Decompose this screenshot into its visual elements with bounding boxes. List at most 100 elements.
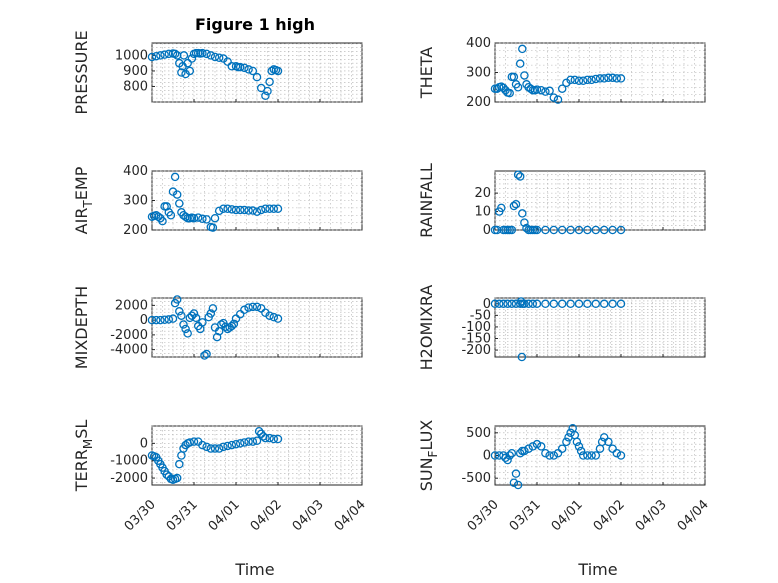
data-point [162, 202, 171, 211]
data-point [574, 225, 584, 235]
data-point [156, 51, 165, 60]
data-point [536, 85, 546, 95]
data-point [511, 199, 521, 209]
data-point [244, 65, 253, 74]
y-tick-label: 1000 [115, 48, 148, 63]
data-point [273, 434, 283, 444]
data-point [175, 459, 184, 469]
data-point [227, 62, 237, 71]
data-point [198, 214, 207, 224]
y-tick-label: 200 [123, 223, 148, 238]
data-point [507, 448, 517, 458]
data-point [240, 63, 249, 73]
data-point [553, 448, 563, 458]
y-tick-label: 500 [466, 426, 491, 441]
x-tick-label: 03/31 [164, 497, 201, 534]
data-point [273, 204, 283, 214]
x-tick-label: 04/03 [290, 497, 327, 534]
data-point [198, 48, 207, 58]
data-point [549, 451, 559, 460]
data-point [578, 451, 588, 460]
data-point [490, 299, 500, 309]
data-point [187, 311, 197, 320]
data-point [273, 314, 283, 323]
data-point [591, 299, 601, 309]
data-point [597, 437, 607, 447]
data-point [217, 320, 226, 329]
y-axis-label: RAINFALL [417, 163, 436, 238]
data-point [557, 84, 567, 93]
subplot-h2omixra: -200-150-100-500 H2OMIXRA [417, 285, 706, 370]
data-point [202, 49, 211, 59]
data-point [244, 437, 253, 446]
data-point [518, 209, 527, 218]
data-point [189, 213, 199, 223]
data-point [263, 86, 272, 96]
x-tick-label: 03/30 [465, 497, 502, 534]
y-tick-label: 0 [483, 297, 491, 312]
data-point [254, 426, 264, 436]
data-point [231, 314, 241, 323]
data-point [156, 315, 165, 325]
data-point [177, 68, 186, 77]
data-point [507, 225, 517, 235]
data-point [175, 199, 184, 208]
y-tick-label: -100 [461, 320, 491, 335]
data-point [189, 309, 199, 318]
data-point [515, 448, 525, 458]
data-point [616, 225, 626, 235]
data-point [160, 50, 169, 59]
data-point [513, 480, 523, 490]
y-tick-label: 2000 [115, 298, 148, 313]
data-point [507, 299, 517, 309]
data-point [599, 74, 609, 83]
y-axis-label: SUNFLUX [417, 420, 440, 492]
y-axis-label: THETA [417, 47, 436, 99]
data-point [526, 84, 535, 93]
data-point [166, 210, 176, 220]
data-point [172, 190, 182, 199]
data-point [524, 299, 533, 309]
data-point [175, 307, 184, 316]
data-point [202, 442, 211, 452]
y-tick-label: 400 [123, 164, 148, 179]
data-point [185, 313, 195, 323]
data-point [200, 351, 209, 360]
data-point [532, 225, 542, 235]
data-point [210, 213, 220, 223]
subplot-theta: 200 300 400 THETA [417, 36, 706, 110]
data-point [170, 172, 180, 182]
data-point [604, 437, 613, 447]
data-point [566, 428, 575, 438]
data-point [189, 437, 199, 446]
data-point [513, 170, 523, 179]
x-tick-label: 04/04 [675, 497, 712, 534]
data-point [549, 225, 559, 235]
data-point [158, 216, 167, 226]
data-point [583, 225, 592, 235]
data-point [240, 205, 249, 215]
data-point [528, 442, 538, 451]
data-point [599, 225, 609, 235]
data-point [231, 439, 241, 449]
data-point [147, 52, 157, 62]
y-tick-label: 0 [140, 436, 148, 451]
data-point [499, 83, 508, 93]
data-point [198, 318, 207, 327]
data-point [202, 215, 211, 224]
data-point [599, 433, 609, 442]
data-point [210, 444, 220, 453]
data-point [574, 299, 584, 309]
data-point [532, 439, 542, 449]
data-point [503, 299, 512, 309]
data-point [231, 205, 241, 215]
data-point [608, 299, 617, 309]
data-point [208, 223, 218, 232]
data-point [269, 204, 279, 214]
data-point [256, 304, 266, 313]
data-point [616, 74, 626, 83]
data-point [499, 451, 508, 460]
data-point [191, 313, 201, 323]
data-point [583, 75, 592, 85]
y-tick-label: -50 [470, 308, 491, 323]
